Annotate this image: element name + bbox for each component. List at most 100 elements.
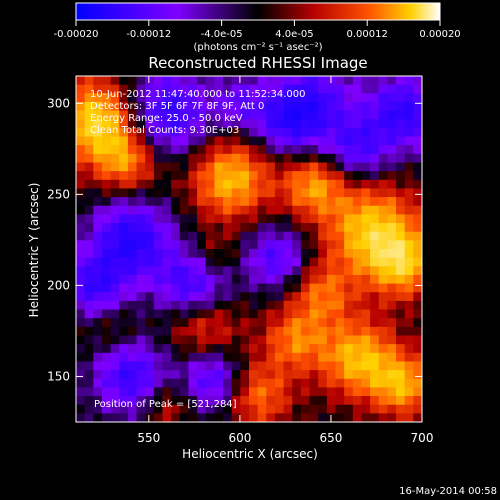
heatmap-cell bbox=[162, 266, 172, 276]
heatmap-cell bbox=[197, 231, 207, 241]
heatmap-cell bbox=[205, 110, 215, 120]
heatmap-cell bbox=[249, 396, 259, 406]
heatmap-cell bbox=[162, 84, 172, 94]
heatmap-cell bbox=[231, 404, 241, 414]
heatmap-cell bbox=[326, 257, 336, 267]
heatmap-cell bbox=[76, 162, 86, 172]
heatmap-cell bbox=[84, 223, 94, 233]
heatmap-cell bbox=[292, 370, 302, 380]
heatmap-cell bbox=[231, 188, 241, 198]
heatmap-cell bbox=[249, 214, 259, 224]
heatmap-cell bbox=[352, 344, 362, 354]
x-axis-label: Heliocentric X (arcsec) bbox=[182, 447, 318, 461]
heatmap-cell bbox=[352, 335, 362, 345]
colorbar-tick-label: 4.0e-05 bbox=[275, 29, 313, 40]
heatmap-cell bbox=[404, 101, 414, 111]
heatmap-cell bbox=[240, 378, 250, 388]
heatmap-cell bbox=[387, 110, 397, 120]
heatmap-cell bbox=[127, 387, 137, 397]
heatmap-cell bbox=[205, 127, 215, 137]
heatmap-cell bbox=[145, 413, 155, 423]
heatmap-cell bbox=[300, 231, 310, 241]
heatmap-cell bbox=[127, 249, 137, 259]
heatmap-cell bbox=[309, 119, 319, 129]
heatmap-cell bbox=[179, 361, 189, 371]
heatmap-cell bbox=[162, 119, 172, 129]
heatmap-cell bbox=[223, 119, 233, 129]
heatmap-cell bbox=[153, 283, 163, 293]
heatmap-cell bbox=[110, 283, 120, 293]
heatmap-cell bbox=[162, 370, 172, 380]
heatmap-cell bbox=[76, 93, 86, 103]
heatmap-cell bbox=[309, 370, 319, 380]
heatmap-cell bbox=[214, 127, 224, 137]
heatmap-cell bbox=[76, 205, 86, 215]
heatmap-cell bbox=[396, 171, 406, 181]
heatmap-cell bbox=[84, 179, 94, 189]
heatmap-cell bbox=[205, 153, 215, 163]
heatmap-cell bbox=[335, 76, 345, 86]
heatmap-cell bbox=[292, 283, 302, 293]
heatmap-cell bbox=[136, 326, 146, 336]
heatmap-cell bbox=[326, 387, 336, 397]
heatmap-cell bbox=[283, 76, 293, 86]
heatmap-cell bbox=[266, 326, 276, 336]
heatmap-cell bbox=[127, 370, 137, 380]
heatmap-cell bbox=[300, 352, 310, 362]
heatmap-cell bbox=[110, 413, 120, 423]
heatmap-cell bbox=[292, 318, 302, 328]
heatmap-cell bbox=[300, 404, 310, 414]
heatmap-cell bbox=[300, 197, 310, 207]
heatmap-cell bbox=[162, 223, 172, 233]
heatmap-cell bbox=[162, 153, 172, 163]
heatmap-cell bbox=[197, 93, 207, 103]
heatmap-cell bbox=[240, 283, 250, 293]
heatmap-cell bbox=[344, 197, 354, 207]
heatmap-cell bbox=[231, 76, 241, 86]
heatmap-cell bbox=[361, 110, 371, 120]
heatmap-cell bbox=[76, 352, 86, 362]
heatmap-cell bbox=[231, 153, 241, 163]
heatmap-cell bbox=[335, 266, 345, 276]
heatmap-cell bbox=[93, 101, 103, 111]
heatmap-cell bbox=[223, 404, 233, 414]
heatmap-cell bbox=[110, 171, 120, 181]
heatmap-cell bbox=[361, 197, 371, 207]
heatmap-cell bbox=[162, 205, 172, 215]
heatmap-cell bbox=[361, 335, 371, 345]
heatmap-cell bbox=[84, 136, 94, 146]
heatmap-cell bbox=[76, 101, 86, 111]
heatmap-cell bbox=[318, 153, 328, 163]
heatmap-cell bbox=[318, 249, 328, 259]
heatmap-cell bbox=[370, 396, 380, 406]
heatmap-cell bbox=[145, 223, 155, 233]
heatmap-cell bbox=[153, 318, 163, 328]
heatmap-cell bbox=[76, 188, 86, 198]
heatmap-cell bbox=[136, 318, 146, 328]
heatmap-cell bbox=[274, 335, 284, 345]
heatmap-cell bbox=[153, 387, 163, 397]
heatmap-cell bbox=[101, 205, 111, 215]
heatmap-cell bbox=[240, 274, 250, 284]
heatmap-cell bbox=[93, 292, 103, 302]
heatmap-cell bbox=[378, 197, 388, 207]
heatmap-cell bbox=[188, 387, 198, 397]
heatmap-cell bbox=[231, 370, 241, 380]
heatmap-cell bbox=[76, 378, 86, 388]
heatmap-cell bbox=[136, 257, 146, 267]
heatmap-cell bbox=[318, 378, 328, 388]
heatmap-cell bbox=[378, 214, 388, 224]
heatmap-cell bbox=[136, 300, 146, 310]
heatmap-cell bbox=[300, 387, 310, 397]
heatmap-cell bbox=[171, 136, 181, 146]
heatmap-cell bbox=[214, 344, 224, 354]
heatmap-cell bbox=[309, 266, 319, 276]
heatmap-cell bbox=[84, 171, 94, 181]
heatmap-cell bbox=[326, 309, 336, 319]
heatmap-cell bbox=[344, 101, 354, 111]
heatmap-cell bbox=[205, 223, 215, 233]
heatmap-cell bbox=[84, 283, 94, 293]
heatmap-cell bbox=[136, 205, 146, 215]
annotation-peak-position: Position of Peak = [521,284] bbox=[94, 399, 237, 410]
heatmap-cell bbox=[274, 326, 284, 336]
